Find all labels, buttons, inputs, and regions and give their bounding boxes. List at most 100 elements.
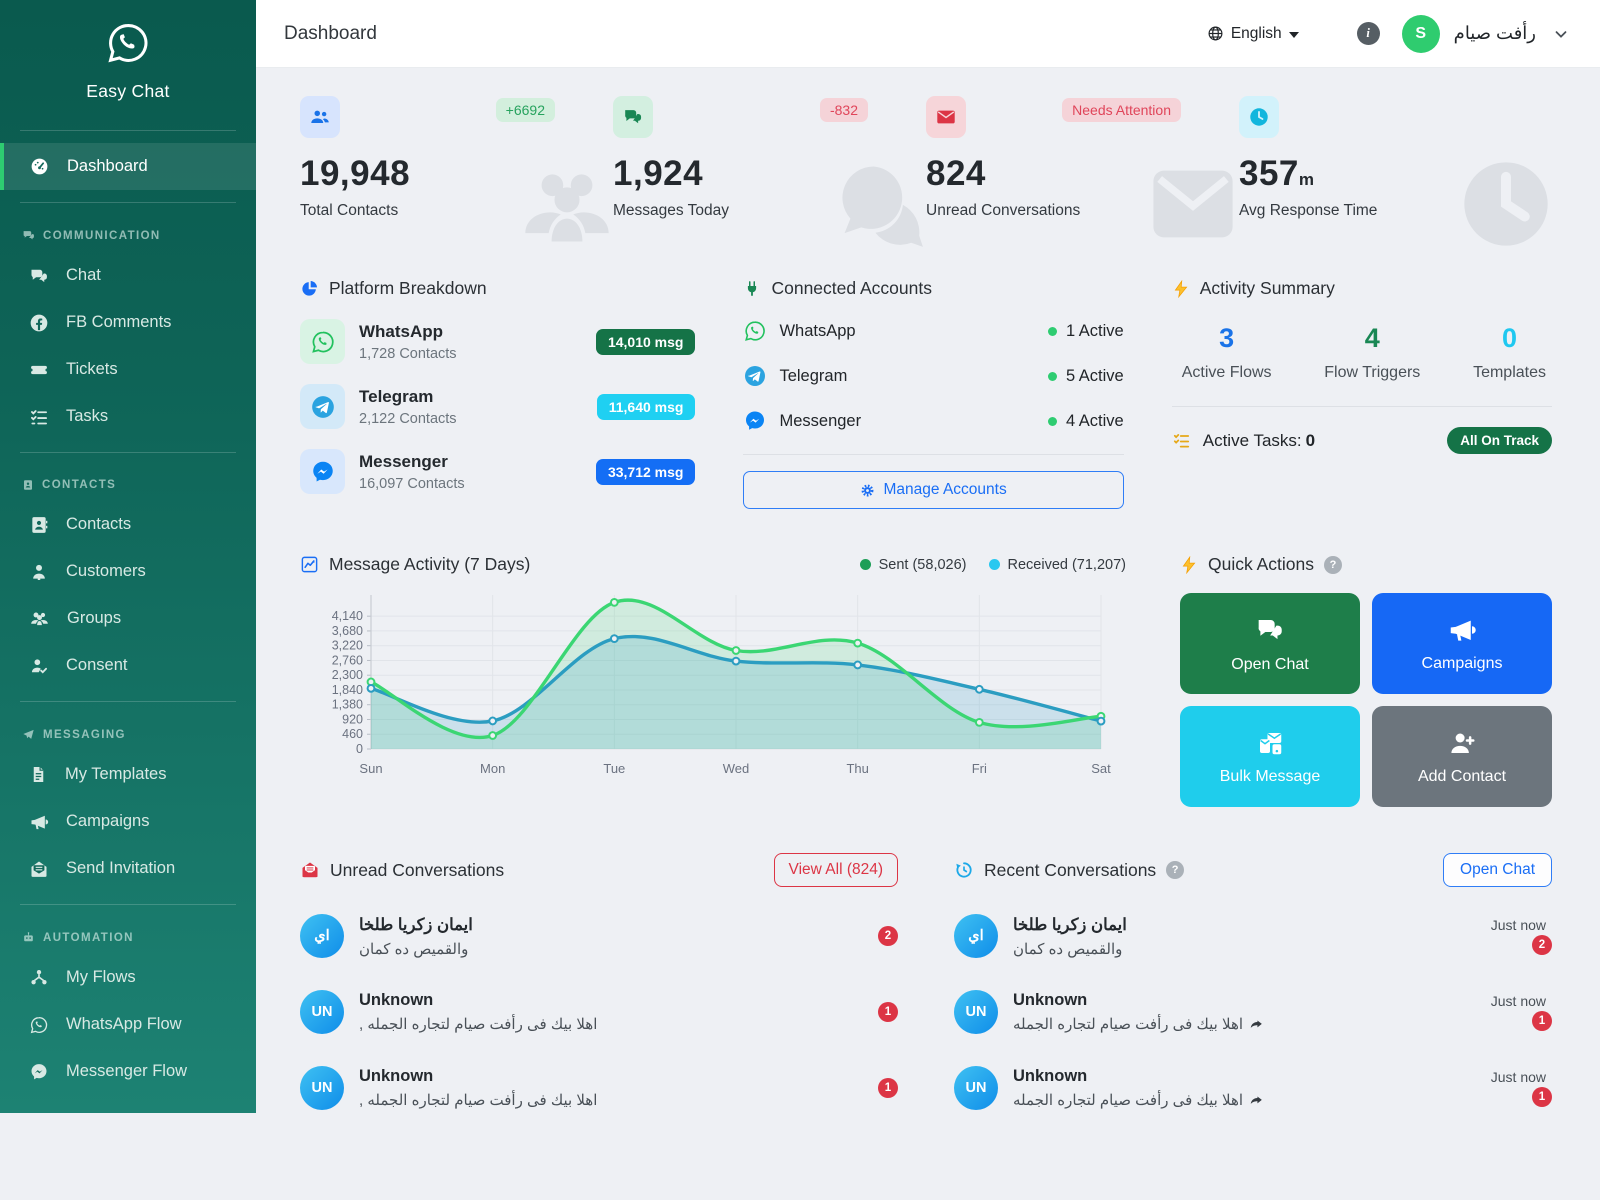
unread-conversations-panel: Unread Conversations View All (824) اي ا… <box>300 853 898 1133</box>
add-contact-button[interactable]: Add Contact <box>1372 706 1552 807</box>
messenger-icon <box>31 1063 47 1079</box>
sidebar-item-tickets[interactable]: Tickets <box>0 346 256 393</box>
avatar: UN <box>300 990 344 1034</box>
unread-count-badge: 2 <box>1532 935 1552 955</box>
divider <box>20 202 236 203</box>
sidebar-item-contacts[interactable]: Contacts <box>0 501 256 548</box>
manage-accounts-button[interactable]: Manage Accounts <box>743 471 1124 509</box>
msg-count-badge: 11,640 msg <box>596 393 696 420</box>
conversation-name: ايمان زكريا طلخا <box>359 915 473 934</box>
svg-text:1,380: 1,380 <box>332 698 363 712</box>
robot-icon <box>24 932 33 942</box>
sidebar-section-automation: AUTOMATION <box>0 917 256 954</box>
open-chat-link-button[interactable]: Open Chat <box>1443 853 1552 887</box>
stat-label: Messages Today <box>613 202 730 219</box>
sidebar-item-consent[interactable]: Consent <box>0 642 256 689</box>
account-status: 1 Active <box>1065 321 1124 340</box>
avatar[interactable]: S <box>1401 14 1440 53</box>
sidebar-item-my-flows[interactable]: My Flows <box>0 954 256 1001</box>
conversation-name: Unknown <box>1013 1067 1088 1085</box>
conversation-preview: , اهلا بيك فى رأفت صيام لتجاره الجمله <box>359 1016 598 1033</box>
recent-item[interactable]: اي ايمان زكريا طلخا والقميص ده كمان Just… <box>954 905 1552 967</box>
conversation-name: Unknown <box>359 991 434 1009</box>
stats-row: +6692 19,948 Total Contacts -832 <box>300 96 1552 248</box>
conversation-preview: اهلا بيك فى رأفت صيام لتجاره الجمله <box>1013 1092 1244 1109</box>
svg-text:920: 920 <box>342 712 363 726</box>
svg-text:Sat: Sat <box>1091 761 1111 776</box>
sidebar-item-dashboard[interactable]: Dashboard <box>0 143 256 190</box>
conversation-preview: , اهلا بيك فى رأفت صيام لتجاره الجمله <box>359 1092 598 1109</box>
chat-watermark-icon <box>830 154 930 259</box>
gear-icon <box>862 484 874 496</box>
telegram-icon <box>745 366 766 386</box>
svg-text:4,140: 4,140 <box>332 609 363 623</box>
account-name: WhatsApp <box>779 321 856 340</box>
active-dot <box>1047 326 1057 336</box>
stat-unread-conversations: Needs Attention 824 Unread Conversations <box>926 96 1239 248</box>
address-book-icon <box>32 516 48 533</box>
chat-duo-icon <box>1258 619 1282 639</box>
account-status: 5 Active <box>1065 366 1124 385</box>
unread-item[interactable]: UN Unknown , اهلا بيك فى رأفت صيام لتجار… <box>300 981 898 1043</box>
platform-breakdown-panel: Platform Breakdown WhatsApp 1,728 Contac… <box>300 278 696 514</box>
megaphone-icon <box>31 815 49 829</box>
legend-received: Received (71,207) <box>988 557 1126 573</box>
sidebar-item-groups[interactable]: Groups <box>0 595 256 642</box>
help-icon: ? <box>1166 861 1185 879</box>
unread-count-badge: 1 <box>1532 1087 1552 1107</box>
timestamp: Just now <box>1490 993 1546 1009</box>
conversation-name: ايمان زكريا طلخا <box>1013 915 1127 934</box>
topbar: Dashboard English i S رأفت صيام <box>256 0 1600 68</box>
sidebar-item-campaigns[interactable]: Campaigns <box>0 798 256 845</box>
sidebar-section-contacts: CONTACTS <box>0 465 256 501</box>
svg-text:Thu: Thu <box>846 761 868 776</box>
language-selector[interactable]: English <box>1207 25 1299 43</box>
sidebar-item-messenger-flow[interactable]: Messenger Flow <box>0 1048 256 1095</box>
recent-item[interactable]: UN Unknown اهلا بيك فى رأفت صيام لتجاره … <box>954 1057 1552 1119</box>
recent-conversations-panel: Recent Conversations ? Open Chat اي ايما… <box>954 853 1552 1133</box>
unread-item[interactable]: اي ايمان زكريا طلخا والقميص ده كمان 2 <box>300 905 898 967</box>
svg-text:2,300: 2,300 <box>332 668 363 682</box>
chevron-down-icon[interactable] <box>1552 25 1570 43</box>
view-all-button[interactable]: View All (824) <box>773 853 898 887</box>
msg-count-badge: 33,712 msg <box>595 458 696 485</box>
telegram-icon <box>300 384 345 429</box>
svg-text:1,840: 1,840 <box>332 683 363 697</box>
platform-row-messenger: Messenger 16,097 Contacts 33,712 msg <box>300 449 696 494</box>
app-title: Easy Chat <box>86 81 170 101</box>
sidebar-item-my-templates[interactable]: My Templates <box>0 751 256 798</box>
checklist-icon <box>1173 434 1189 448</box>
forward-icon <box>1250 1095 1262 1104</box>
address-book-mini-icon <box>24 480 32 490</box>
sidebar-item-send-invitation[interactable]: Send Invitation <box>0 845 256 892</box>
sidebar-item-tasks[interactable]: Tasks <box>0 393 256 440</box>
chart-legend: Sent (58,026) Received (71,207) <box>859 557 1126 573</box>
legend-dot <box>988 559 1000 570</box>
recent-item[interactable]: UN Unknown اهلا بيك فى رأفت صيام لتجاره … <box>954 981 1552 1043</box>
chart-title: Message Activity (7 Days) <box>329 554 531 574</box>
stat-messages-today: -832 1,924 Messages Today <box>613 96 926 248</box>
sidebar: Easy Chat Dashboard COMMUNICATION Chat F… <box>0 0 256 1113</box>
sidebar-item-fb-comments[interactable]: FB Comments <box>0 299 256 346</box>
avatar: اي <box>954 914 998 958</box>
tasks-value: 0 <box>1305 430 1316 450</box>
open-chat-button[interactable]: Open Chat <box>1180 593 1360 694</box>
flow-branch-icon <box>31 969 47 984</box>
person-check-icon <box>31 658 47 674</box>
sidebar-item-chat[interactable]: Chat <box>0 252 256 299</box>
divider <box>20 130 236 131</box>
divider <box>20 904 236 905</box>
campaigns-button[interactable]: Campaigns <box>1372 593 1552 694</box>
unread-item[interactable]: UN Unknown , اهلا بيك فى رأفت صيام لتجار… <box>300 1057 898 1119</box>
legend-sent: Sent (58,026) <box>859 557 967 573</box>
gauge-icon <box>31 158 48 175</box>
info-icon[interactable]: i <box>1356 22 1380 45</box>
connected-accounts-panel: Connected Accounts WhatsApp 1 Active Tel… <box>743 278 1124 514</box>
active-tasks-row: Active Tasks: 0 All On Track <box>1171 406 1552 454</box>
chat-duo-icon <box>31 269 47 282</box>
bulk-message-button[interactable]: Bulk Message <box>1180 706 1360 807</box>
whatsapp-icon <box>30 1016 48 1033</box>
conversation-name: Unknown <box>359 1067 434 1085</box>
sidebar-item-customers[interactable]: Customers <box>0 548 256 595</box>
sidebar-item-whatsapp-flow[interactable]: WhatsApp Flow <box>0 1001 256 1048</box>
